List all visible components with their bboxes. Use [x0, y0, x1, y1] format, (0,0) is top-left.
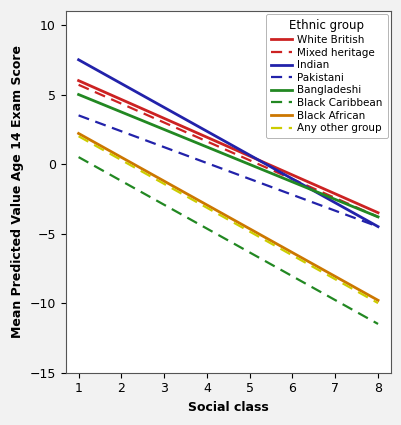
Y-axis label: Mean Predicted Value Age 14 Exam Score: Mean Predicted Value Age 14 Exam Score: [11, 45, 24, 338]
X-axis label: Social class: Social class: [188, 401, 268, 414]
Legend: White British, Mixed heritage, Indian, Pakistani, Bangladeshi, Black Caribbean, : White British, Mixed heritage, Indian, P…: [265, 14, 387, 139]
